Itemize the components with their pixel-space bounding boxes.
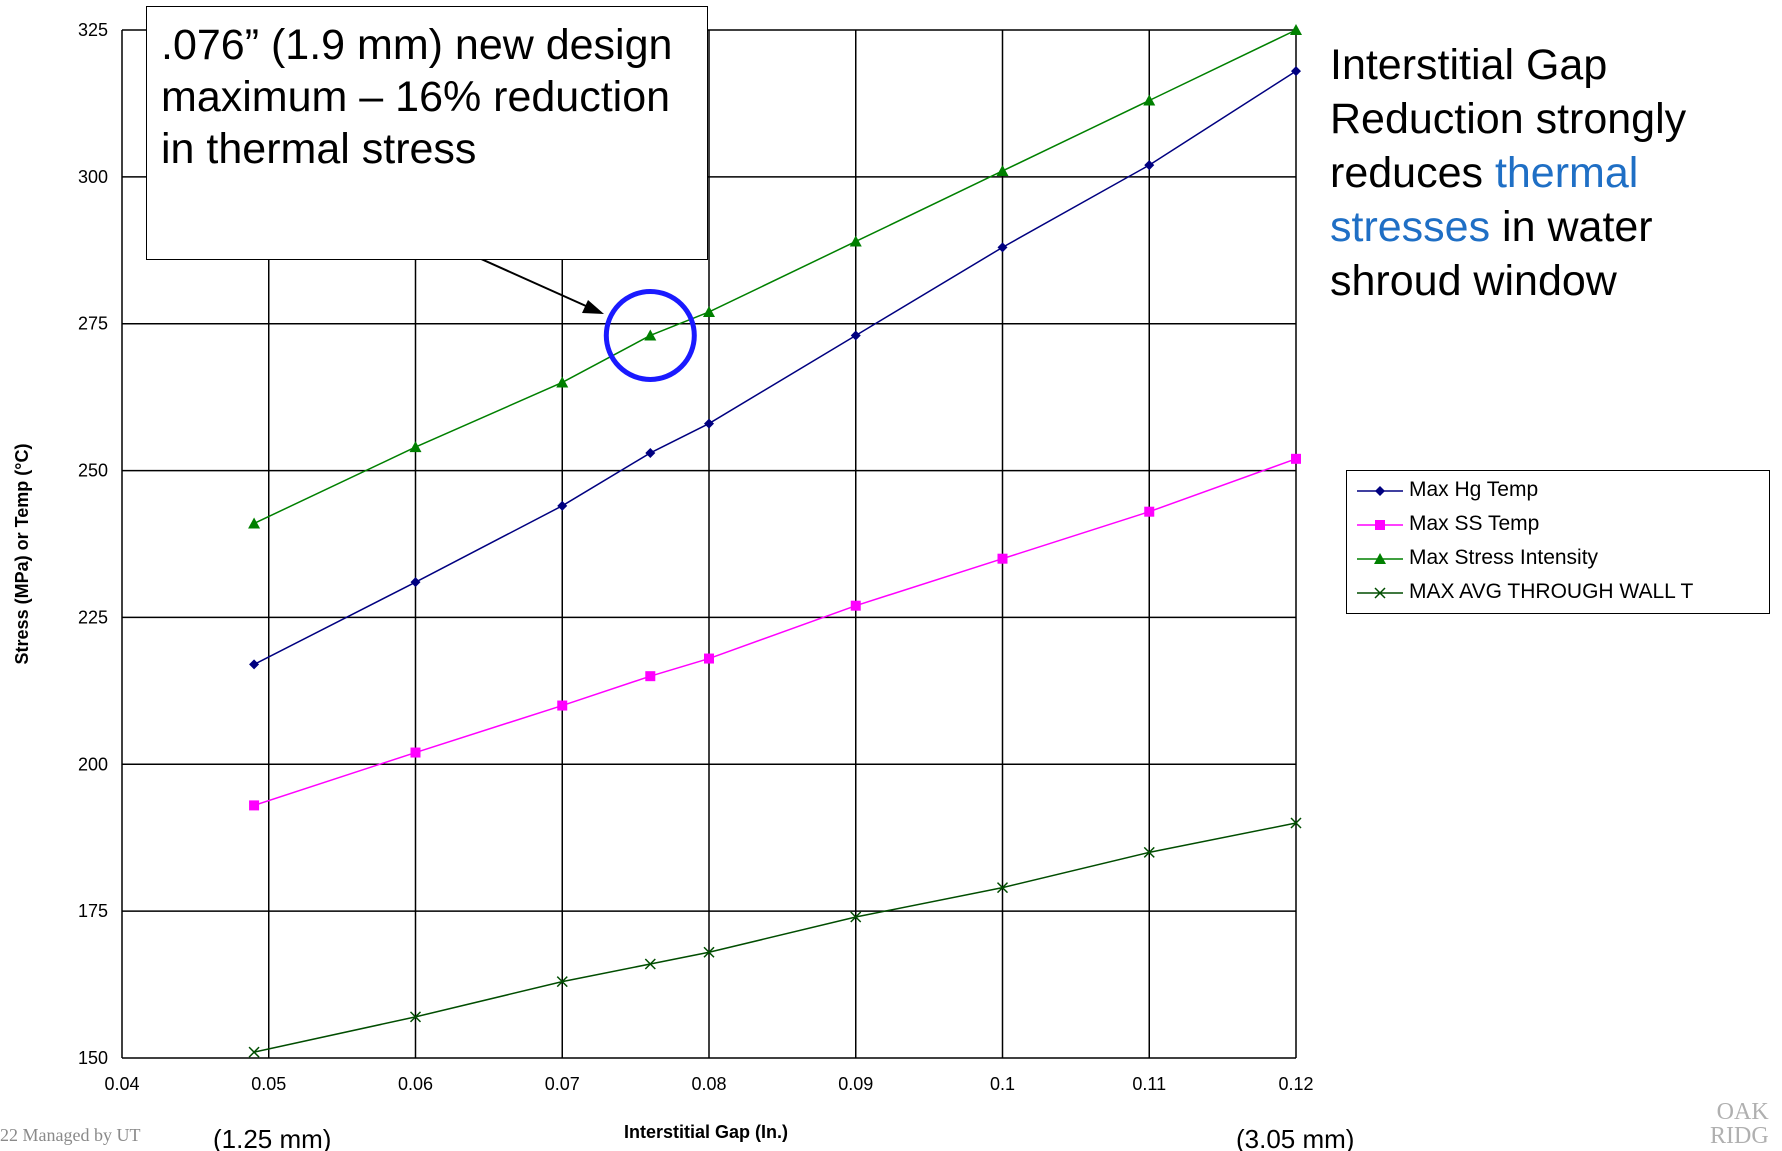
data-point-triangle <box>1143 94 1156 106</box>
data-point-diamond <box>249 659 260 670</box>
legend-item: Max Stress Intensity <box>1347 541 1769 575</box>
x-tick-label: 0.07 <box>545 1074 580 1094</box>
legend-item: Max SS Temp <box>1347 507 1769 541</box>
data-point-diamond <box>410 577 421 588</box>
x-tick-label: 0.12 <box>1278 1074 1313 1094</box>
data-point-triangle <box>409 441 422 453</box>
data-point-square <box>704 653 714 664</box>
y-tick-label: 200 <box>78 754 108 774</box>
callout-box: .076” (1.9 mm) new design maximum – 16% … <box>146 6 708 260</box>
x-axis-title: Interstitial Gap (In.) <box>624 1122 788 1142</box>
data-point-triangle <box>849 235 862 247</box>
data-point-diamond <box>645 447 656 458</box>
side-note-before: Interstitial Gap Reduction strongly redu… <box>1330 41 1687 197</box>
data-point-x <box>644 958 656 970</box>
logo-line-1: OAK <box>1716 1099 1769 1125</box>
chart-grid <box>121 29 1297 1059</box>
data-point-square <box>249 800 260 811</box>
series-2 <box>248 24 1302 529</box>
series-line <box>253 822 1297 1053</box>
legend-swatch <box>1357 553 1403 564</box>
data-point-triangle <box>1290 24 1302 35</box>
legend-item: Max Hg Temp <box>1347 473 1769 507</box>
legend-swatch <box>1357 520 1403 530</box>
series-1 <box>249 453 1301 811</box>
y-tick-label: 250 <box>78 461 108 481</box>
footer-text: 22 Managed by UT <box>0 1125 141 1145</box>
y-tick-label: 225 <box>78 607 108 627</box>
data-point-x <box>850 911 862 923</box>
legend-item: MAX AVG THROUGH WALL T <box>1347 575 1769 609</box>
y-tick-label: 275 <box>78 314 108 334</box>
legend-label: Max SS Temp <box>1409 512 1540 535</box>
data-point-square <box>1144 506 1155 517</box>
legend-label: MAX AVG THROUGH WALL T <box>1409 580 1694 603</box>
data-point-diamond <box>1375 486 1385 496</box>
data-point-square <box>410 747 421 758</box>
logo: OAK RIDG <box>1710 1100 1769 1148</box>
data-point-x <box>1143 846 1155 858</box>
data-point-x <box>1374 587 1386 599</box>
data-point-x <box>409 1011 422 1023</box>
logo-line-2: RIDG <box>1710 1123 1769 1149</box>
data-point-diamond <box>850 330 861 341</box>
x-tick-label: 0.11 <box>1132 1074 1166 1094</box>
side-note-highlight: thermal stresses <box>1330 149 1639 251</box>
series-0 <box>249 66 1301 670</box>
y-tick-label: 150 <box>78 1048 108 1068</box>
y-tick-labels: 150 175 200 225 250 275 300 325 <box>78 20 108 1068</box>
x-tick-label: 0.08 <box>691 1074 726 1094</box>
data-point-triangle <box>556 376 569 388</box>
side-note-after: in water shroud window <box>1330 203 1653 305</box>
legend-swatch <box>1357 587 1403 599</box>
data-point-x <box>248 1046 260 1058</box>
data-point-triangle <box>644 329 657 341</box>
legend-label: Max Hg Temp <box>1409 478 1539 501</box>
x-tick-label: 0.05 <box>251 1074 286 1094</box>
data-point-x <box>556 976 568 988</box>
data-point-diamond <box>1291 66 1301 77</box>
series-3 <box>248 817 1302 1058</box>
data-point-square <box>1291 453 1301 464</box>
side-note: Interstitial Gap Reduction strongly redu… <box>1330 38 1760 308</box>
callout-arrow <box>469 253 587 307</box>
data-point-triangle <box>703 305 715 317</box>
data-point-x <box>996 882 1009 894</box>
x-tick-labels: 0.04 0.05 0.06 0.07 0.08 0.09 0.1 0.11 0.12 <box>104 1074 1313 1094</box>
data-point-square <box>557 700 568 711</box>
legend-swatch <box>1357 486 1403 496</box>
data-point-diamond <box>997 242 1008 253</box>
data-point-triangle <box>1374 553 1386 564</box>
data-point-square <box>1375 520 1385 530</box>
x-tick-label: 0.04 <box>104 1074 139 1094</box>
data-point-square <box>850 600 861 611</box>
series-line <box>253 458 1297 807</box>
data-point-diamond <box>704 418 714 429</box>
data-point-x <box>703 946 715 958</box>
x-tick-label: 0.09 <box>838 1074 873 1094</box>
legend-label: Max Stress Intensity <box>1409 546 1599 569</box>
chart-series <box>248 24 1302 1058</box>
x-tick-label: 0.1 <box>990 1074 1015 1094</box>
legend: Max Hg Temp Max SS Temp Max Stress Intensi… <box>1346 470 1770 614</box>
data-point-triangle <box>996 164 1009 176</box>
x-right-note: (3.05 mm) <box>1236 1124 1354 1151</box>
data-point-x <box>1290 817 1302 829</box>
callout-arrow-head <box>582 300 604 314</box>
y-tick-label: 300 <box>78 167 108 187</box>
data-point-diamond <box>557 500 568 511</box>
data-point-square <box>645 671 656 682</box>
y-tick-label: 325 <box>78 20 108 40</box>
data-point-square <box>997 553 1008 564</box>
data-point-triangle <box>248 517 261 529</box>
y-tick-label: 175 <box>78 901 108 921</box>
x-left-note: (1.25 mm) <box>213 1124 331 1151</box>
y-axis-title: Stress (MPa) or Temp (°C) <box>12 444 32 665</box>
x-tick-label: 0.06 <box>398 1074 433 1094</box>
data-point-diamond <box>1144 160 1155 171</box>
highlight-circle <box>603 288 697 382</box>
